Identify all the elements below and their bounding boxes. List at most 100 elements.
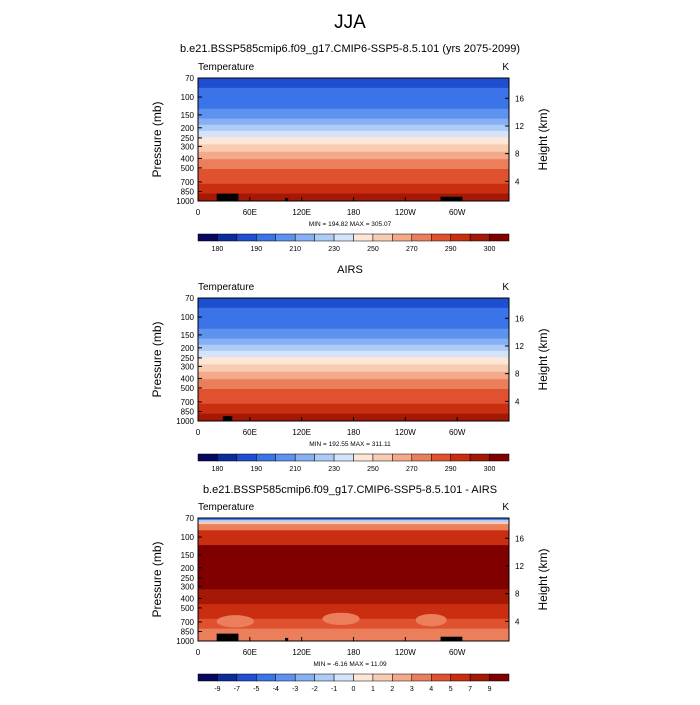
y-tick-label: 250 (181, 574, 195, 583)
colorbar-label: -7 (234, 686, 240, 693)
colorbar-swatch (392, 673, 413, 682)
y-axis-label: Pressure (mb) (150, 541, 164, 617)
y-tick-label: 150 (181, 111, 195, 120)
colorbar-swatch (392, 453, 413, 462)
y2-tick-label: 4 (515, 397, 520, 406)
panel-title: AIRS (337, 264, 363, 276)
colorbar-label: 250 (367, 466, 379, 473)
y-tick-label: 700 (181, 398, 195, 407)
colorbar-swatch (256, 233, 276, 242)
y2-tick-label: 4 (515, 617, 520, 626)
y-tick-label: 200 (181, 564, 195, 573)
y2-tick-label: 12 (515, 122, 524, 131)
colorbar-label: -2 (312, 686, 318, 693)
topography-mask (285, 637, 289, 641)
colorbar-swatch (294, 233, 315, 242)
y-axis-label: Pressure (mb) (150, 101, 164, 177)
colorbar-swatch (353, 453, 374, 462)
colorbar-swatch (256, 673, 276, 682)
colorbar-label: 230 (328, 466, 340, 473)
colorbar-label: 300 (484, 246, 496, 253)
contour-band (198, 371, 509, 380)
y-tick-label: 150 (181, 551, 195, 560)
colorbar-swatch (314, 673, 335, 682)
page-title: JJA (334, 12, 366, 33)
colorbar-swatch (392, 233, 413, 242)
contour-band (198, 530, 509, 546)
colorbar-swatch (236, 673, 257, 682)
min-max-stats: MIN = 194.82 MAX = 305.07 (309, 221, 392, 228)
colorbar-swatch (333, 453, 354, 462)
colorbar-swatch (217, 233, 238, 242)
topography-mask (216, 633, 239, 641)
min-max-stats: MIN = -6.16 MAX = 11.09 (313, 661, 387, 668)
contour-band (198, 338, 509, 346)
x-tick-label: 60W (449, 648, 466, 657)
colorbar-swatch (217, 453, 238, 462)
colorbar-label: 2 (390, 686, 394, 693)
y-tick-label: 70 (185, 514, 194, 523)
colorbar-label: 0 (352, 686, 356, 693)
colorbar-label: 180 (212, 466, 224, 473)
y-tick-label: 150 (181, 331, 195, 340)
colorbar-swatch (411, 233, 432, 242)
y2-tick-label: 12 (515, 562, 524, 571)
x-tick-label: 60W (449, 428, 466, 437)
panel-left-title: Temperature (198, 282, 255, 293)
colorbar-swatch (372, 453, 393, 462)
colorbar-swatch (431, 453, 451, 462)
contour-band (198, 350, 509, 358)
panel-units: K (502, 502, 509, 513)
contour-band (198, 364, 509, 373)
panel-left-title: Temperature (198, 502, 255, 513)
colorbar-label: 190 (250, 246, 262, 253)
topography-mask (285, 197, 289, 201)
colorbar-swatch (275, 673, 296, 682)
y2-axis-label: Height (km) (536, 548, 550, 610)
colorbar-swatch (217, 673, 238, 682)
contour-band (198, 389, 509, 405)
y-tick-label: 700 (181, 618, 195, 627)
x-tick-label: 120W (395, 648, 416, 657)
y-tick-label: 500 (181, 384, 195, 393)
contour-band (198, 618, 509, 630)
y-tick-label: 100 (181, 533, 195, 542)
y-tick-label: 300 (181, 142, 195, 151)
y2-tick-label: 16 (515, 314, 524, 323)
colorbar-swatch (450, 233, 471, 242)
y2-tick-label: 8 (515, 150, 520, 159)
contour-band (198, 108, 509, 120)
colorbar-label: 5 (449, 686, 453, 693)
contour-patch (322, 612, 360, 626)
x-tick-label: 0 (196, 208, 201, 217)
y-tick-label: 500 (181, 164, 195, 173)
contour-band (198, 589, 509, 605)
colorbar-swatch (236, 233, 257, 242)
colorbar-label: 300 (484, 466, 496, 473)
colorbar-swatch (294, 673, 315, 682)
x-tick-label: 120W (395, 428, 416, 437)
contour-band (198, 379, 509, 390)
contour-patch (415, 613, 447, 627)
y-tick-label: 300 (181, 582, 195, 591)
y-tick-label: 100 (181, 93, 195, 102)
panel-left-title: Temperature (198, 62, 255, 73)
panel-units: K (502, 62, 509, 73)
y-tick-label: 850 (181, 188, 195, 197)
y2-tick-label: 16 (515, 534, 524, 543)
colorbar-swatch (197, 233, 218, 242)
y-tick-label: 400 (181, 154, 195, 163)
y-tick-label: 400 (181, 594, 195, 603)
contour-band (198, 524, 509, 531)
colorbar-swatch (314, 233, 335, 242)
colorbar-swatch (275, 453, 296, 462)
colorbar-swatch (411, 453, 432, 462)
contour-band (198, 78, 509, 89)
colorbar-label: 1 (371, 686, 375, 693)
x-tick-label: 120E (292, 428, 311, 437)
colorbar-label: 290 (445, 246, 457, 253)
contour-band (198, 130, 509, 138)
chart-panel-3: b.e21.BSSP585cmip6.f09_g17.CMIP6-SSP5-8.… (150, 484, 550, 693)
min-max-stats: MIN = 192.55 MAX = 311.11 (309, 441, 391, 448)
contour-band (198, 344, 509, 352)
